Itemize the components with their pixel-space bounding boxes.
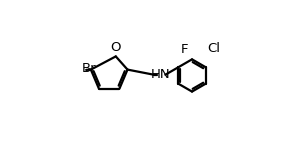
Text: HN: HN	[151, 68, 171, 81]
Text: O: O	[111, 41, 121, 54]
Text: F: F	[181, 43, 188, 56]
Text: Cl: Cl	[207, 42, 220, 55]
Text: Br: Br	[82, 62, 96, 75]
